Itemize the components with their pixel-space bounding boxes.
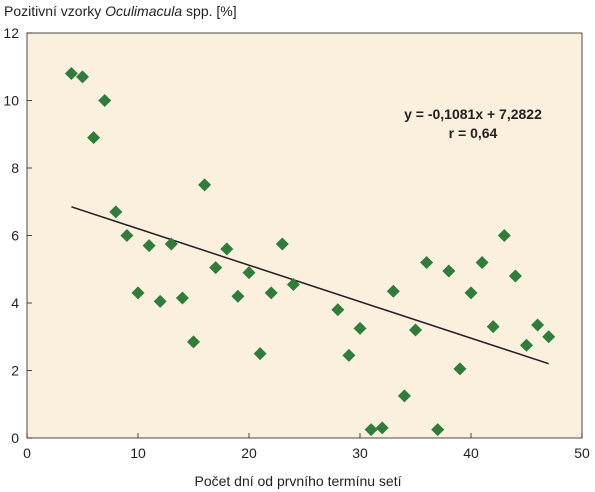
data-point <box>420 256 434 269</box>
y-tick-label: 10 <box>3 93 19 109</box>
data-point <box>409 323 422 337</box>
x-tick-label: 0 <box>23 445 31 461</box>
x-tick-label: 30 <box>352 445 368 461</box>
y-tick-label: 0 <box>11 430 19 446</box>
data-point <box>508 269 522 283</box>
correlation-coefficient: r = 0,64 <box>449 125 498 141</box>
data-point <box>475 256 489 269</box>
data-point <box>364 423 378 437</box>
data-point <box>397 389 411 403</box>
data-point <box>464 286 478 300</box>
data-point <box>275 237 289 251</box>
y-axis-title: Pozitivní vzorky Oculimacula spp. [%] <box>4 3 237 19</box>
data-points <box>64 67 556 437</box>
data-point <box>442 264 456 278</box>
data-point <box>242 266 256 280</box>
plot-area <box>26 32 583 439</box>
x-axis: 0 10 20 30 40 50 <box>23 433 590 461</box>
data-point <box>87 131 101 145</box>
data-point <box>486 320 500 334</box>
data-point <box>98 94 112 107</box>
data-point <box>542 330 556 344</box>
data-point <box>209 261 223 275</box>
data-point <box>520 338 533 352</box>
data-point <box>253 347 267 361</box>
data-point <box>198 178 212 192</box>
data-point <box>531 318 545 332</box>
data-point <box>220 242 234 256</box>
data-point <box>264 286 278 300</box>
y-tick-label: 6 <box>11 228 19 244</box>
data-point <box>153 294 167 308</box>
x-tick-label: 40 <box>463 445 479 461</box>
data-point <box>386 284 400 298</box>
y-tick-label: 2 <box>11 363 19 379</box>
data-point <box>353 321 367 335</box>
data-point <box>453 362 467 376</box>
data-point <box>109 205 123 219</box>
x-tick-label: 10 <box>130 445 146 461</box>
x-tick-label: 20 <box>241 445 257 461</box>
data-point <box>142 239 156 253</box>
data-point <box>342 348 356 362</box>
data-point <box>76 70 89 84</box>
y-tick-label: 8 <box>11 160 19 176</box>
data-point <box>64 67 78 80</box>
y-tick-label: 4 <box>11 295 19 311</box>
data-point <box>331 303 345 317</box>
data-point <box>286 277 300 291</box>
data-point <box>497 229 511 242</box>
x-axis-title: Počet dní od prvního termínu setí <box>194 473 401 489</box>
data-point <box>431 423 445 437</box>
trendline <box>71 206 549 365</box>
data-point <box>375 421 389 435</box>
x-tick-label: 50 <box>574 445 590 461</box>
data-point <box>164 237 178 251</box>
regression-equation: y = -0,1081x + 7,2822 <box>404 106 542 122</box>
data-point <box>120 229 134 242</box>
data-point <box>187 335 200 349</box>
y-axis: 0 2 4 6 8 10 12 <box>3 25 32 446</box>
y-tick-label: 12 <box>3 25 19 41</box>
data-point <box>131 286 145 300</box>
data-point <box>231 289 245 303</box>
data-point <box>175 291 189 305</box>
